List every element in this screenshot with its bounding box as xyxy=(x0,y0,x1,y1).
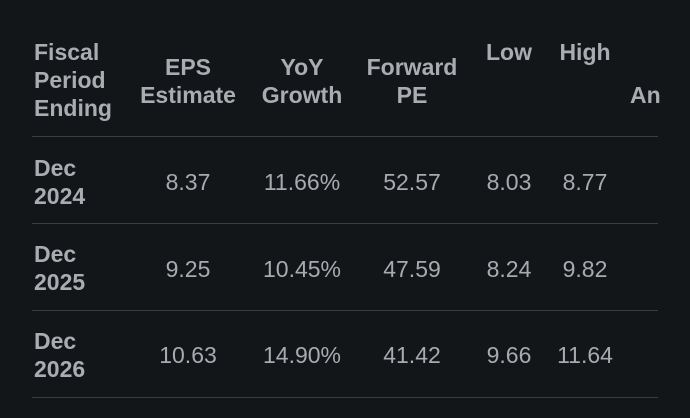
row-high: 11.64 xyxy=(557,342,613,368)
row-eps-estimate: 10.63 xyxy=(159,342,217,368)
row-high: 9.82 xyxy=(562,256,608,282)
row-eps-estimate: 8.37 xyxy=(165,169,211,195)
row-low: 8.24 xyxy=(486,256,532,282)
row-high: 8.77 xyxy=(562,169,608,195)
row-forward-pe: 47.59 xyxy=(383,256,441,282)
header-eps-estimate: EPS Estimate xyxy=(140,54,236,108)
row-divider xyxy=(32,310,658,311)
row-yoy-growth: 10.45% xyxy=(262,256,341,282)
row-divider xyxy=(32,397,658,398)
header-low: Low xyxy=(486,39,532,65)
header-forward-pe: Forward PE xyxy=(366,54,458,108)
header-high: High xyxy=(559,39,611,65)
header-analysts-truncated: An xyxy=(630,82,661,108)
row-yoy-growth: 14.90% xyxy=(262,342,341,368)
header-fiscal-period-ending: Fiscal Period Ending xyxy=(34,39,112,121)
row-low: 9.66 xyxy=(486,342,532,368)
row-forward-pe: 52.57 xyxy=(383,169,441,195)
row-period: Dec 2024 xyxy=(34,155,86,209)
row-period: Dec 2026 xyxy=(34,328,86,382)
header-yoy-growth: YoY Growth xyxy=(261,54,343,108)
row-divider xyxy=(32,136,658,137)
row-period: Dec 2025 xyxy=(34,241,86,295)
row-divider xyxy=(32,223,658,224)
row-yoy-growth: 11.66% xyxy=(263,169,341,195)
row-forward-pe: 41.42 xyxy=(383,342,441,368)
row-eps-estimate: 9.25 xyxy=(165,256,211,282)
row-low: 8.03 xyxy=(486,169,532,195)
